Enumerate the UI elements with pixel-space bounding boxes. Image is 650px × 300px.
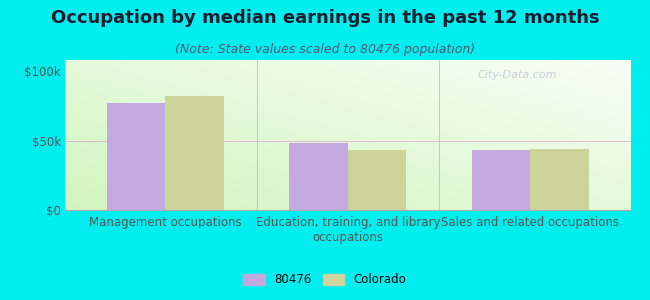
Legend: 80476, Colorado: 80476, Colorado <box>239 269 411 291</box>
Text: (Note: State values scaled to 80476 population): (Note: State values scaled to 80476 popu… <box>175 44 475 56</box>
Bar <box>165 96 224 210</box>
Bar <box>472 150 530 210</box>
Bar <box>107 103 165 210</box>
Bar <box>530 149 588 210</box>
Bar <box>289 143 348 210</box>
Bar <box>348 150 406 210</box>
Text: Occupation by median earnings in the past 12 months: Occupation by median earnings in the pas… <box>51 9 599 27</box>
Text: City-Data.com: City-Data.com <box>478 70 557 80</box>
